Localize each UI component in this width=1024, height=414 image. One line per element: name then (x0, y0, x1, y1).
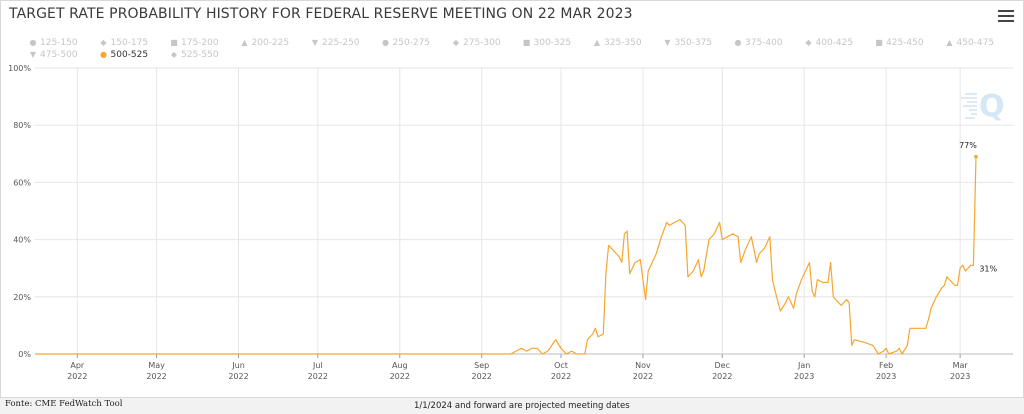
legend-item-500-525[interactable]: ● 500-525 (94, 49, 149, 61)
menu-bar-line (998, 15, 1014, 17)
x-tick-label-month: May (148, 361, 165, 370)
legend-marker-icon: ▲ (593, 38, 600, 47)
legend-marker-icon: ● (100, 50, 107, 59)
legend-label: 250-275 (392, 38, 431, 48)
legend-marker-icon: ▼ (29, 50, 36, 59)
legend-marker-icon: ■ (522, 38, 529, 47)
legend-marker-icon: ◆ (170, 50, 177, 59)
data-label: 31% (979, 264, 997, 273)
menu-bar-line (998, 10, 1014, 12)
q-logo-icon: Q (979, 89, 1005, 124)
legend-label: 475-500 (40, 50, 78, 60)
legend-marker-icon: ▲ (946, 38, 952, 47)
x-tick-label-year: 2022 (551, 372, 571, 381)
legend-label: 150-175 (110, 38, 149, 48)
series-line-500-525 (35, 156, 977, 355)
legend-label: 425-450 (886, 38, 924, 48)
legend-marker-icon: ● (382, 38, 389, 47)
legend-item-525-550[interactable]: ◆ 525-550 (164, 49, 219, 61)
legend-label: 375-400 (745, 38, 783, 48)
legend-marker-icon: ■ (875, 38, 881, 47)
legend-marker-icon: ● (29, 38, 37, 47)
x-tick-label-year: 2022 (472, 372, 492, 381)
legend-item-400-425[interactable]: ◆ 400-425 (799, 37, 854, 49)
legend-label: 275-300 (463, 38, 501, 48)
x-tick-label-month: Jan (797, 361, 810, 370)
legend-marker-icon: ◆ (805, 38, 811, 47)
legend-label: 300-325 (533, 38, 572, 48)
x-tick-label-year: 2022 (712, 372, 732, 381)
data-label: 77% (959, 141, 977, 150)
source-credit: Fonte: CME FedWatch Tool (5, 399, 123, 409)
y-tick-label: 80% (13, 121, 31, 130)
legend-label: 325-350 (604, 38, 642, 48)
x-tick-label-month: Jul (312, 361, 323, 370)
hamburger-menu-icon[interactable] (998, 10, 1014, 23)
legend-marker-icon: ◆ (452, 38, 459, 47)
footer-bar: Fonte: CME FedWatch Tool 1/1/2024 and fo… (0, 397, 1024, 414)
y-tick-label: 40% (13, 236, 31, 245)
menu-bar-line (998, 20, 1014, 22)
series-endpoint-marker (974, 154, 978, 159)
legend-label: 125-150 (40, 38, 78, 48)
x-tick-label-year: 2023 (950, 372, 970, 381)
legend-marker-icon: ● (734, 38, 742, 47)
legend-item-125-150[interactable]: ● 125-150 (23, 37, 78, 49)
legend-item-375-400[interactable]: ● 375-400 (728, 37, 783, 49)
x-tick-label-month: Oct (554, 361, 568, 370)
x-tick-label-month: Nov (635, 361, 651, 370)
x-tick-label-month: Mar (953, 361, 969, 370)
projection-note: 1/1/2024 and forward are projected meeti… (414, 401, 630, 411)
legend-item-300-325[interactable]: ■ 300-325 (517, 37, 572, 49)
x-tick-label-month: Dec (715, 361, 730, 370)
legend-marker-icon: ▲ (241, 38, 247, 47)
legend-item-325-350[interactable]: ▲ 325-350 (587, 37, 642, 49)
y-tick-label: 60% (13, 178, 31, 187)
legend-item-475-500[interactable]: ▼ 475-500 (23, 49, 78, 61)
x-tick-label-year: 2022 (308, 372, 328, 381)
x-tick-label-year: 2022 (228, 372, 248, 381)
x-tick-label-year: 2022 (146, 372, 166, 381)
chart-container: TARGET RATE PROBABILITY HISTORY FOR FEDE… (0, 0, 1024, 398)
legend-marker-icon: ▼ (664, 38, 670, 47)
legend-marker-icon: ■ (170, 38, 176, 47)
legend-item-250-275[interactable]: ● 250-275 (376, 37, 431, 49)
legend-item-425-450[interactable]: ■ 425-450 (869, 37, 924, 49)
legend-item-150-175[interactable]: ◆ 150-175 (94, 37, 149, 49)
legend-item-275-300[interactable]: ◆ 275-300 (446, 37, 501, 49)
x-tick-label-year: 2023 (876, 372, 896, 381)
legend-item-450-475[interactable]: ▲ 450-475 (940, 37, 995, 49)
x-tick-label-month: Feb (879, 361, 893, 370)
x-tick-label-month: Apr (70, 361, 85, 370)
legend-label: 350-375 (674, 38, 713, 48)
x-tick-label-year: 2022 (390, 372, 410, 381)
x-tick-label-month: Jun (231, 361, 245, 370)
x-tick-label-year: 2023 (794, 372, 814, 381)
legend-label: 200-225 (251, 38, 290, 48)
legend-label: 400-425 (815, 38, 854, 48)
legend-label: 225-250 (322, 38, 360, 48)
legend-item-225-250[interactable]: ▼ 225-250 (305, 37, 360, 49)
legend-label: 450-475 (956, 38, 995, 48)
legend-marker-icon: ▼ (311, 38, 318, 47)
y-tick-label: 100% (8, 64, 31, 73)
legend-item-175-200[interactable]: ■ 175-200 (164, 37, 219, 49)
line-chart: 0% 20% 40% 60% 80% 100% Apr 2022 May 2022 Jun 2022 J… (8, 64, 1013, 381)
x-tick-label-month: Aug (392, 361, 408, 370)
legend-label: 175-200 (181, 38, 219, 48)
legend-marker-icon: ◆ (100, 38, 106, 47)
chart-title: TARGET RATE PROBABILITY HISTORY FOR FEDE… (9, 6, 633, 22)
legend-item-200-225[interactable]: ▲ 200-225 (235, 37, 290, 49)
x-tick-label-year: 2022 (633, 372, 653, 381)
x-tick-label-month: Sep (474, 361, 489, 370)
x-tick-label-year: 2022 (67, 372, 87, 381)
y-tick-label: 0% (18, 350, 31, 359)
legend-label: 525-550 (181, 50, 219, 60)
legend-label: 500-525 (110, 50, 149, 60)
y-tick-label: 20% (13, 293, 31, 302)
legend-item-350-375[interactable]: ▼ 350-375 (658, 37, 713, 49)
